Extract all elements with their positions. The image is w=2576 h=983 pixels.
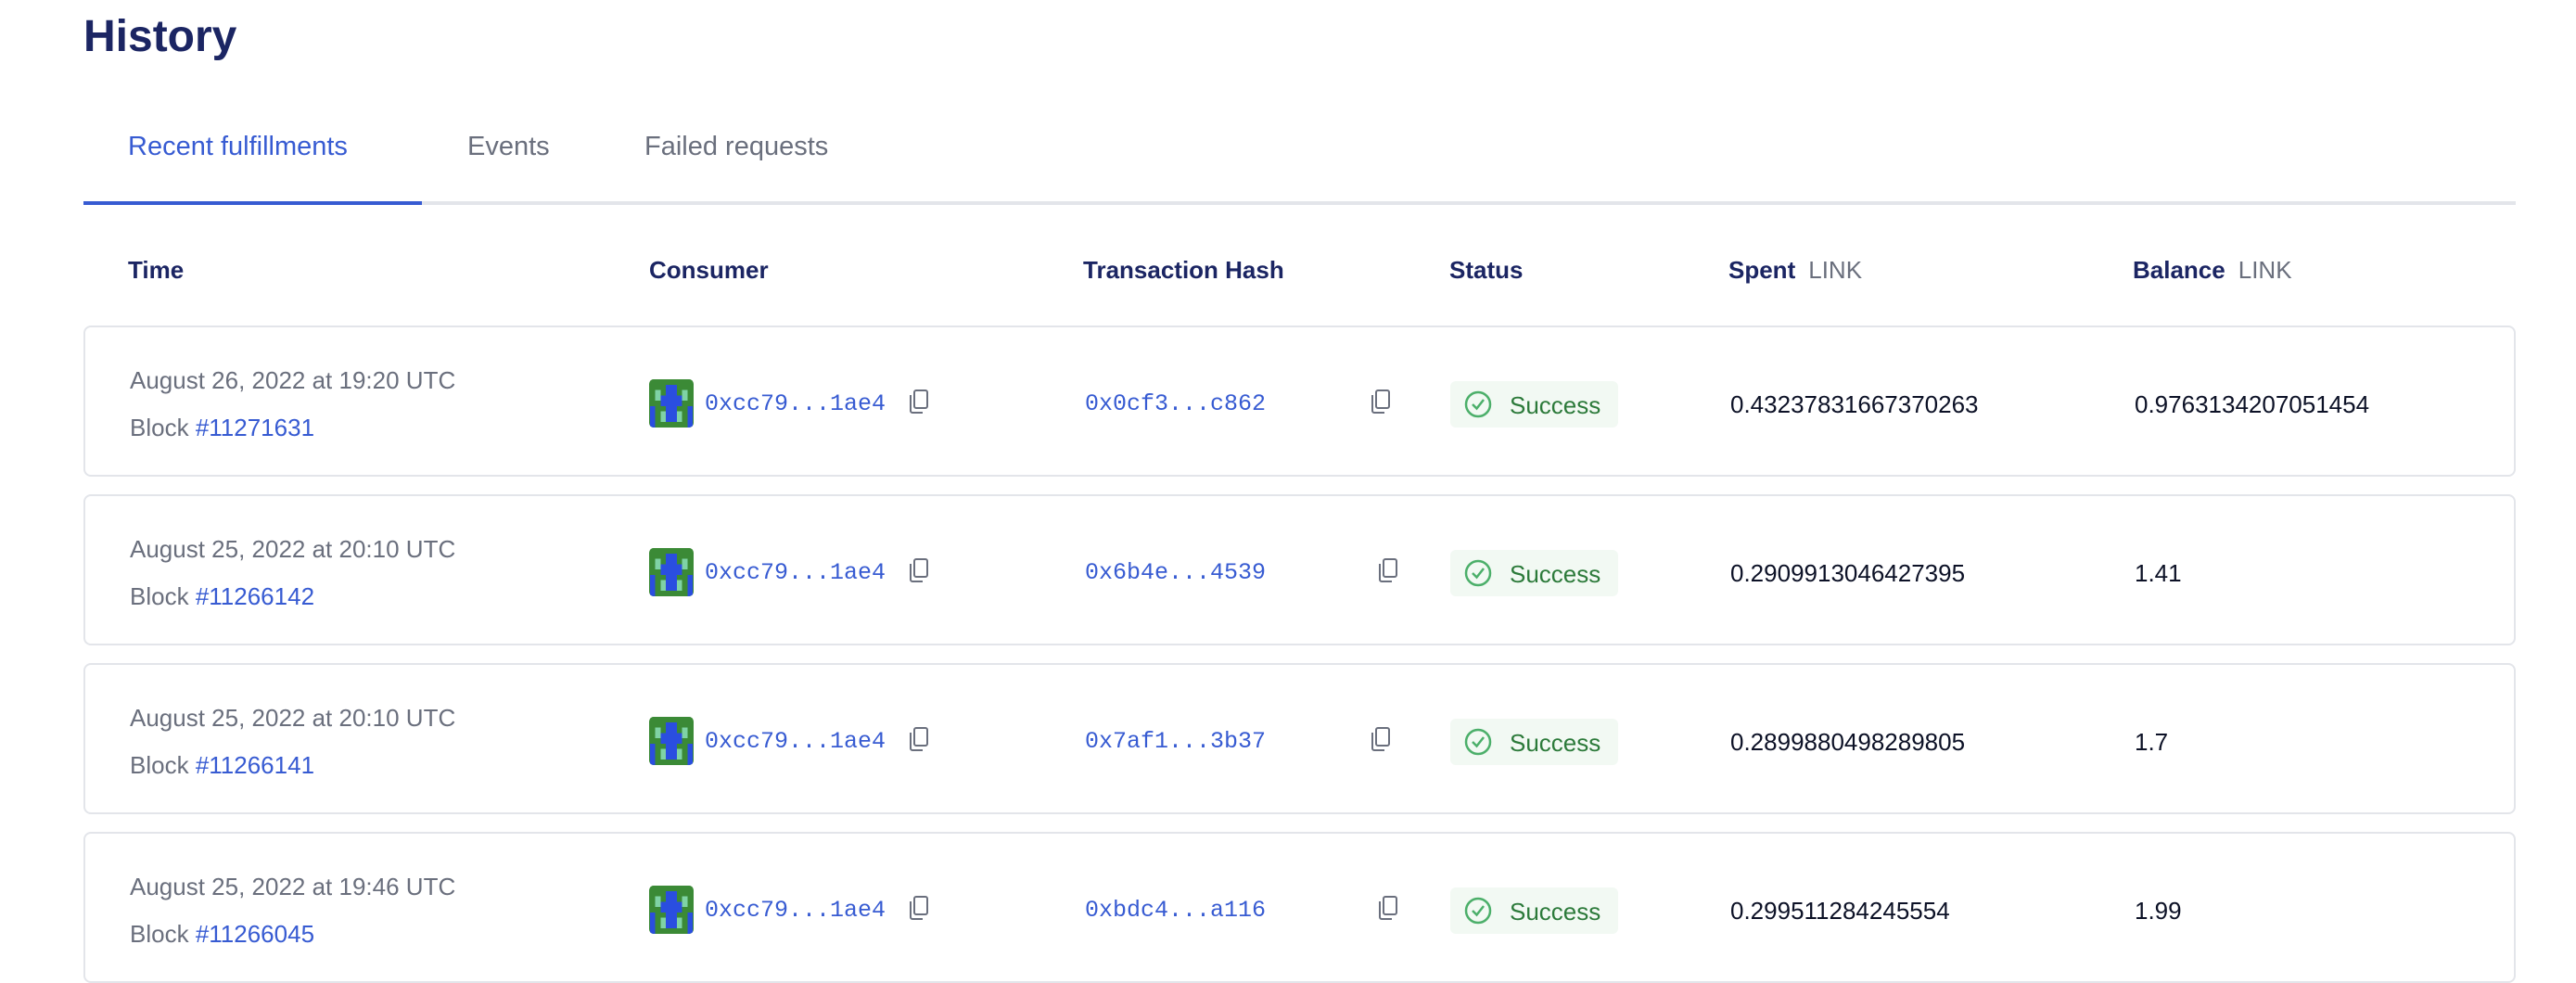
column-header-tx-hash: Transaction Hash [1083,256,1284,284]
tx-hash-link[interactable]: 0x0cf3...c862 [1085,390,1267,417]
status-text: Success [1510,391,1601,419]
status-badge: Success [1450,550,1618,596]
table-row: August 25, 2022 at 20:10 UTC Block #1126… [83,663,2516,814]
table-row: August 25, 2022 at 20:10 UTC Block #1126… [83,494,2516,645]
tab-recent-fulfillments[interactable]: Recent fulfillments [128,132,348,161]
tab-events[interactable]: Events [467,132,550,161]
status-text: Success [1510,729,1601,757]
consumer-avatar-icon [649,717,694,765]
status-badge: Success [1450,381,1618,428]
row-time: August 25, 2022 at 20:10 UTC [130,704,456,732]
block-link[interactable]: #11271631 [195,414,315,441]
block-link[interactable]: #11266045 [195,920,315,948]
column-header-balance: Balance LINK [2133,256,2292,285]
block-link[interactable]: #11266141 [195,751,315,779]
status-badge: Success [1450,887,1618,934]
check-circle-icon [1464,897,1492,925]
active-tab-indicator [83,201,422,205]
copy-icon[interactable] [909,557,929,583]
page-title: History [83,12,237,61]
row-block: Block #11266141 [130,751,314,780]
table-row: August 25, 2022 at 19:46 UTC Block #1126… [83,832,2516,983]
column-header-consumer: Consumer [649,256,769,284]
spent-label: Spent [1728,256,1796,284]
consumer-avatar-icon [649,886,694,934]
row-balance: 0.9763134207051454 [2135,390,2370,418]
status-text: Success [1510,560,1601,588]
row-block: Block #11266045 [130,920,314,949]
row-spent: 0.299511284245554 [1730,897,1950,925]
row-time: August 25, 2022 at 19:46 UTC [130,873,456,900]
copy-icon[interactable] [1371,389,1391,415]
copy-icon[interactable] [909,895,929,921]
column-header-status: Status [1449,256,1524,284]
copy-icon[interactable] [909,389,929,415]
column-header-time: Time [128,256,185,284]
copy-icon[interactable] [1378,895,1398,921]
block-label: Block [130,920,189,948]
consumer-avatar-icon [649,548,694,596]
row-spent: 0.2909913046427395 [1730,559,1966,587]
row-balance: 1.99 [2135,897,2182,925]
block-link[interactable]: #11266142 [195,582,315,610]
consumer-address-link[interactable]: 0xcc79...1ae4 [705,559,886,586]
consumer-address-link[interactable]: 0xcc79...1ae4 [705,728,886,755]
tx-hash-link[interactable]: 0x7af1...3b37 [1085,728,1267,755]
row-balance: 1.41 [2135,559,2182,587]
tab-bar: Recent fulfillments Events Failed reques… [83,121,2516,205]
block-label: Block [130,751,189,779]
row-block: Block #11266142 [130,582,314,611]
consumer-avatar-icon [649,379,694,428]
row-spent: 0.43237831667370263 [1730,390,1979,418]
status-text: Success [1510,898,1601,926]
row-balance: 1.7 [2135,728,2169,756]
tab-failed-requests[interactable]: Failed requests [644,132,829,161]
row-block: Block #11271631 [130,414,314,442]
copy-icon[interactable] [1378,557,1398,583]
row-spent: 0.2899880498289805 [1730,728,1966,756]
spent-unit: LINK [1808,256,1863,284]
check-circle-icon [1464,390,1492,418]
block-label: Block [130,414,189,441]
row-time: August 25, 2022 at 20:10 UTC [130,535,456,563]
column-header-spent: Spent LINK [1728,256,1862,285]
check-circle-icon [1464,728,1492,756]
status-badge: Success [1450,719,1618,765]
consumer-address-link[interactable]: 0xcc79...1ae4 [705,390,886,417]
row-time: August 26, 2022 at 19:20 UTC [130,366,456,394]
tx-hash-link[interactable]: 0x6b4e...4539 [1085,559,1267,586]
copy-icon[interactable] [909,726,929,752]
copy-icon[interactable] [1371,726,1391,752]
check-circle-icon [1464,559,1492,587]
tx-hash-link[interactable]: 0xbdc4...a116 [1085,897,1267,924]
consumer-address-link[interactable]: 0xcc79...1ae4 [705,897,886,924]
block-label: Block [130,582,189,610]
balance-unit: LINK [2238,256,2292,284]
table-row: August 26, 2022 at 19:20 UTC Block #1127… [83,326,2516,477]
balance-label: Balance [2133,256,2225,284]
